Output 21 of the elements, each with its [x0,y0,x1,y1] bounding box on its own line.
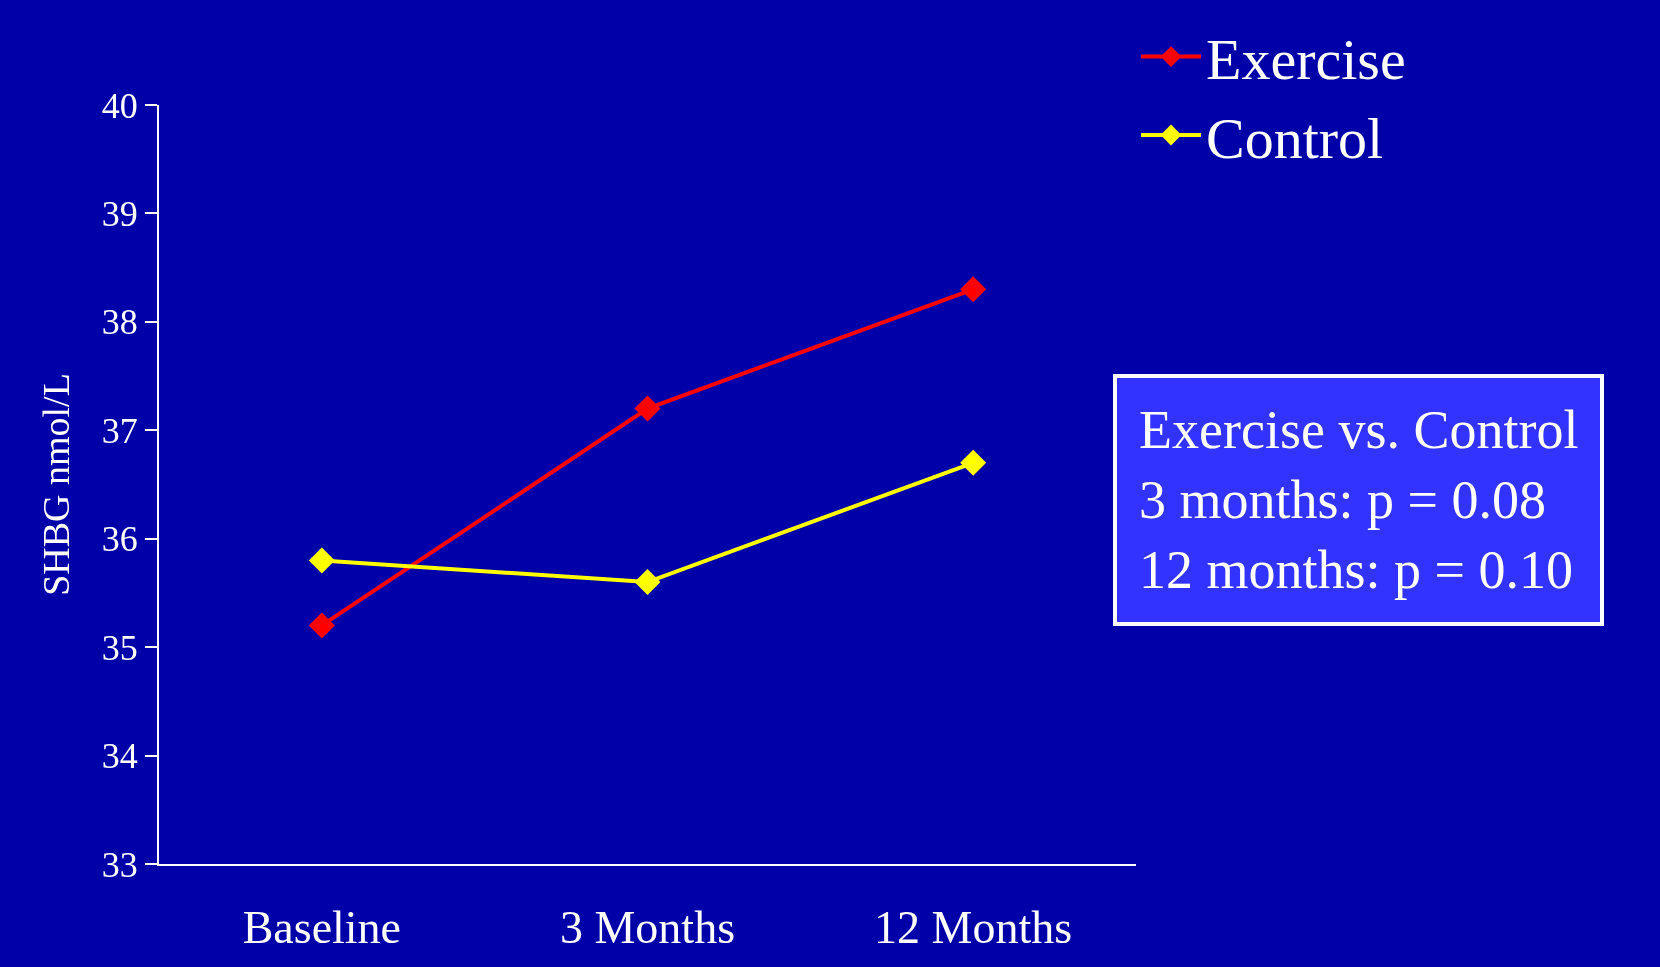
point [308,612,335,639]
x-tick-label: 12 Months [874,902,1073,954]
point [960,276,987,303]
x-tick-label: 3 Months [559,902,736,954]
point [634,395,661,422]
y-tick-label: 37 [101,410,138,451]
y-tick-label: 35 [101,627,138,668]
text: Exercise vs. Control 3 months: p = 0.08 12 months: p = 0.10 [1139,400,1579,601]
point [634,569,661,596]
point [308,547,335,574]
y-tick-label: 38 [101,302,138,343]
legend-label: Control [1206,105,1384,171]
y-tick-label: 40 [101,85,138,126]
y-tick-label: 36 [101,519,138,560]
y-axis-title: SHBG nmol/L [35,373,78,596]
legend-label: Exercise [1206,27,1406,93]
x-tick-label: Baseline [242,902,402,954]
y-tick-label: 39 [101,194,138,235]
y-tick-label: 34 [101,736,138,777]
point [960,449,987,476]
y-tick-label: 33 [101,844,138,885]
